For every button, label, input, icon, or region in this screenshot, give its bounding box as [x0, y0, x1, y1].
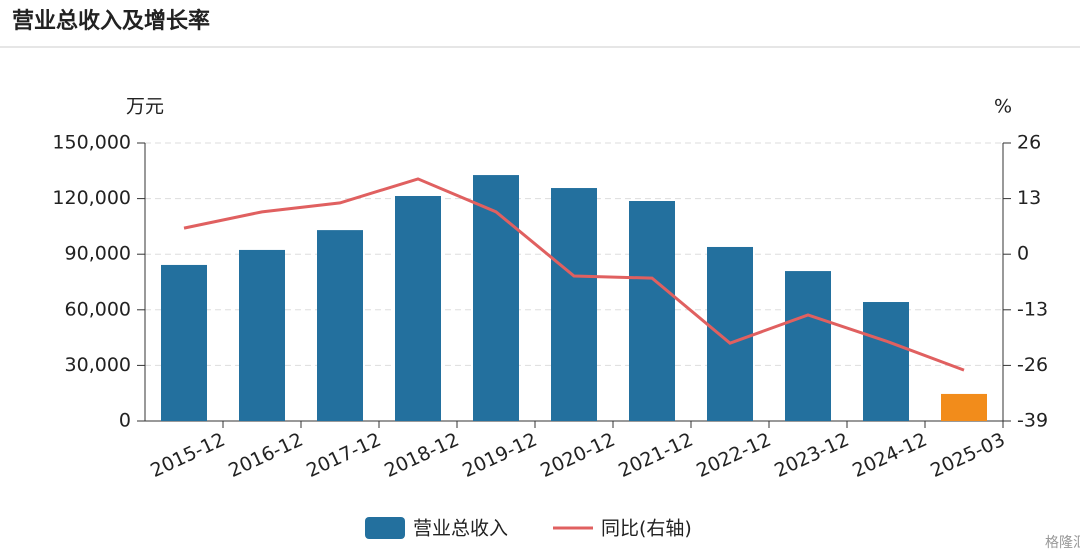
y-tick-label: 90,000 [65, 243, 131, 265]
bar [317, 230, 363, 421]
bar [941, 393, 987, 421]
x-tick-label: 2019-12 [459, 429, 540, 482]
x-tick-label: 2024-12 [849, 429, 930, 482]
y-tick-label: 0 [119, 410, 131, 432]
bar [239, 249, 285, 421]
watermark: 格隆汇 [1045, 535, 1080, 551]
x-tick-label: 2021-12 [615, 429, 696, 482]
page-title: 营业总收入及增长率 [12, 8, 210, 34]
line [183, 177, 965, 372]
y2-tick-label: 13 [1017, 187, 1041, 209]
x-tick-label: 2015-12 [147, 429, 228, 482]
bar [473, 175, 519, 421]
x-tick-label: 2018-12 [381, 429, 462, 482]
bar [629, 201, 675, 421]
bar [785, 271, 831, 421]
y2-unit: % [994, 96, 1012, 118]
x-tick-label: 2020-12 [537, 429, 618, 482]
y-tick-label: 60,000 [65, 298, 131, 320]
y-tick-label: 150,000 [52, 132, 131, 154]
y2-tick-label: -26 [1017, 354, 1048, 376]
legend-label: 同比(右轴) [601, 518, 692, 540]
y2-tick-label: -39 [1017, 410, 1048, 432]
y2-tick-label: 26 [1017, 132, 1041, 154]
bar [707, 246, 753, 421]
y-unit: 万元 [126, 96, 164, 118]
bar [161, 264, 207, 421]
y2-tick-label: -13 [1017, 298, 1048, 320]
y-tick-label: 30,000 [65, 354, 131, 376]
legend-swatch [365, 517, 405, 539]
x-tick-label: 2022-12 [693, 429, 774, 482]
y2-tick-label: 0 [1017, 243, 1029, 265]
legend-label: 营业总收入 [413, 518, 508, 540]
x-tick-label: 2023-12 [771, 429, 852, 482]
x-tick-label: 2016-12 [225, 429, 306, 482]
x-tick-label: 2017-12 [303, 429, 384, 482]
x-tick-label: 2025-03 [927, 429, 1008, 482]
y-tick-label: 120,000 [52, 187, 131, 209]
bar [395, 196, 441, 421]
bar [863, 302, 909, 421]
bar [551, 188, 597, 421]
